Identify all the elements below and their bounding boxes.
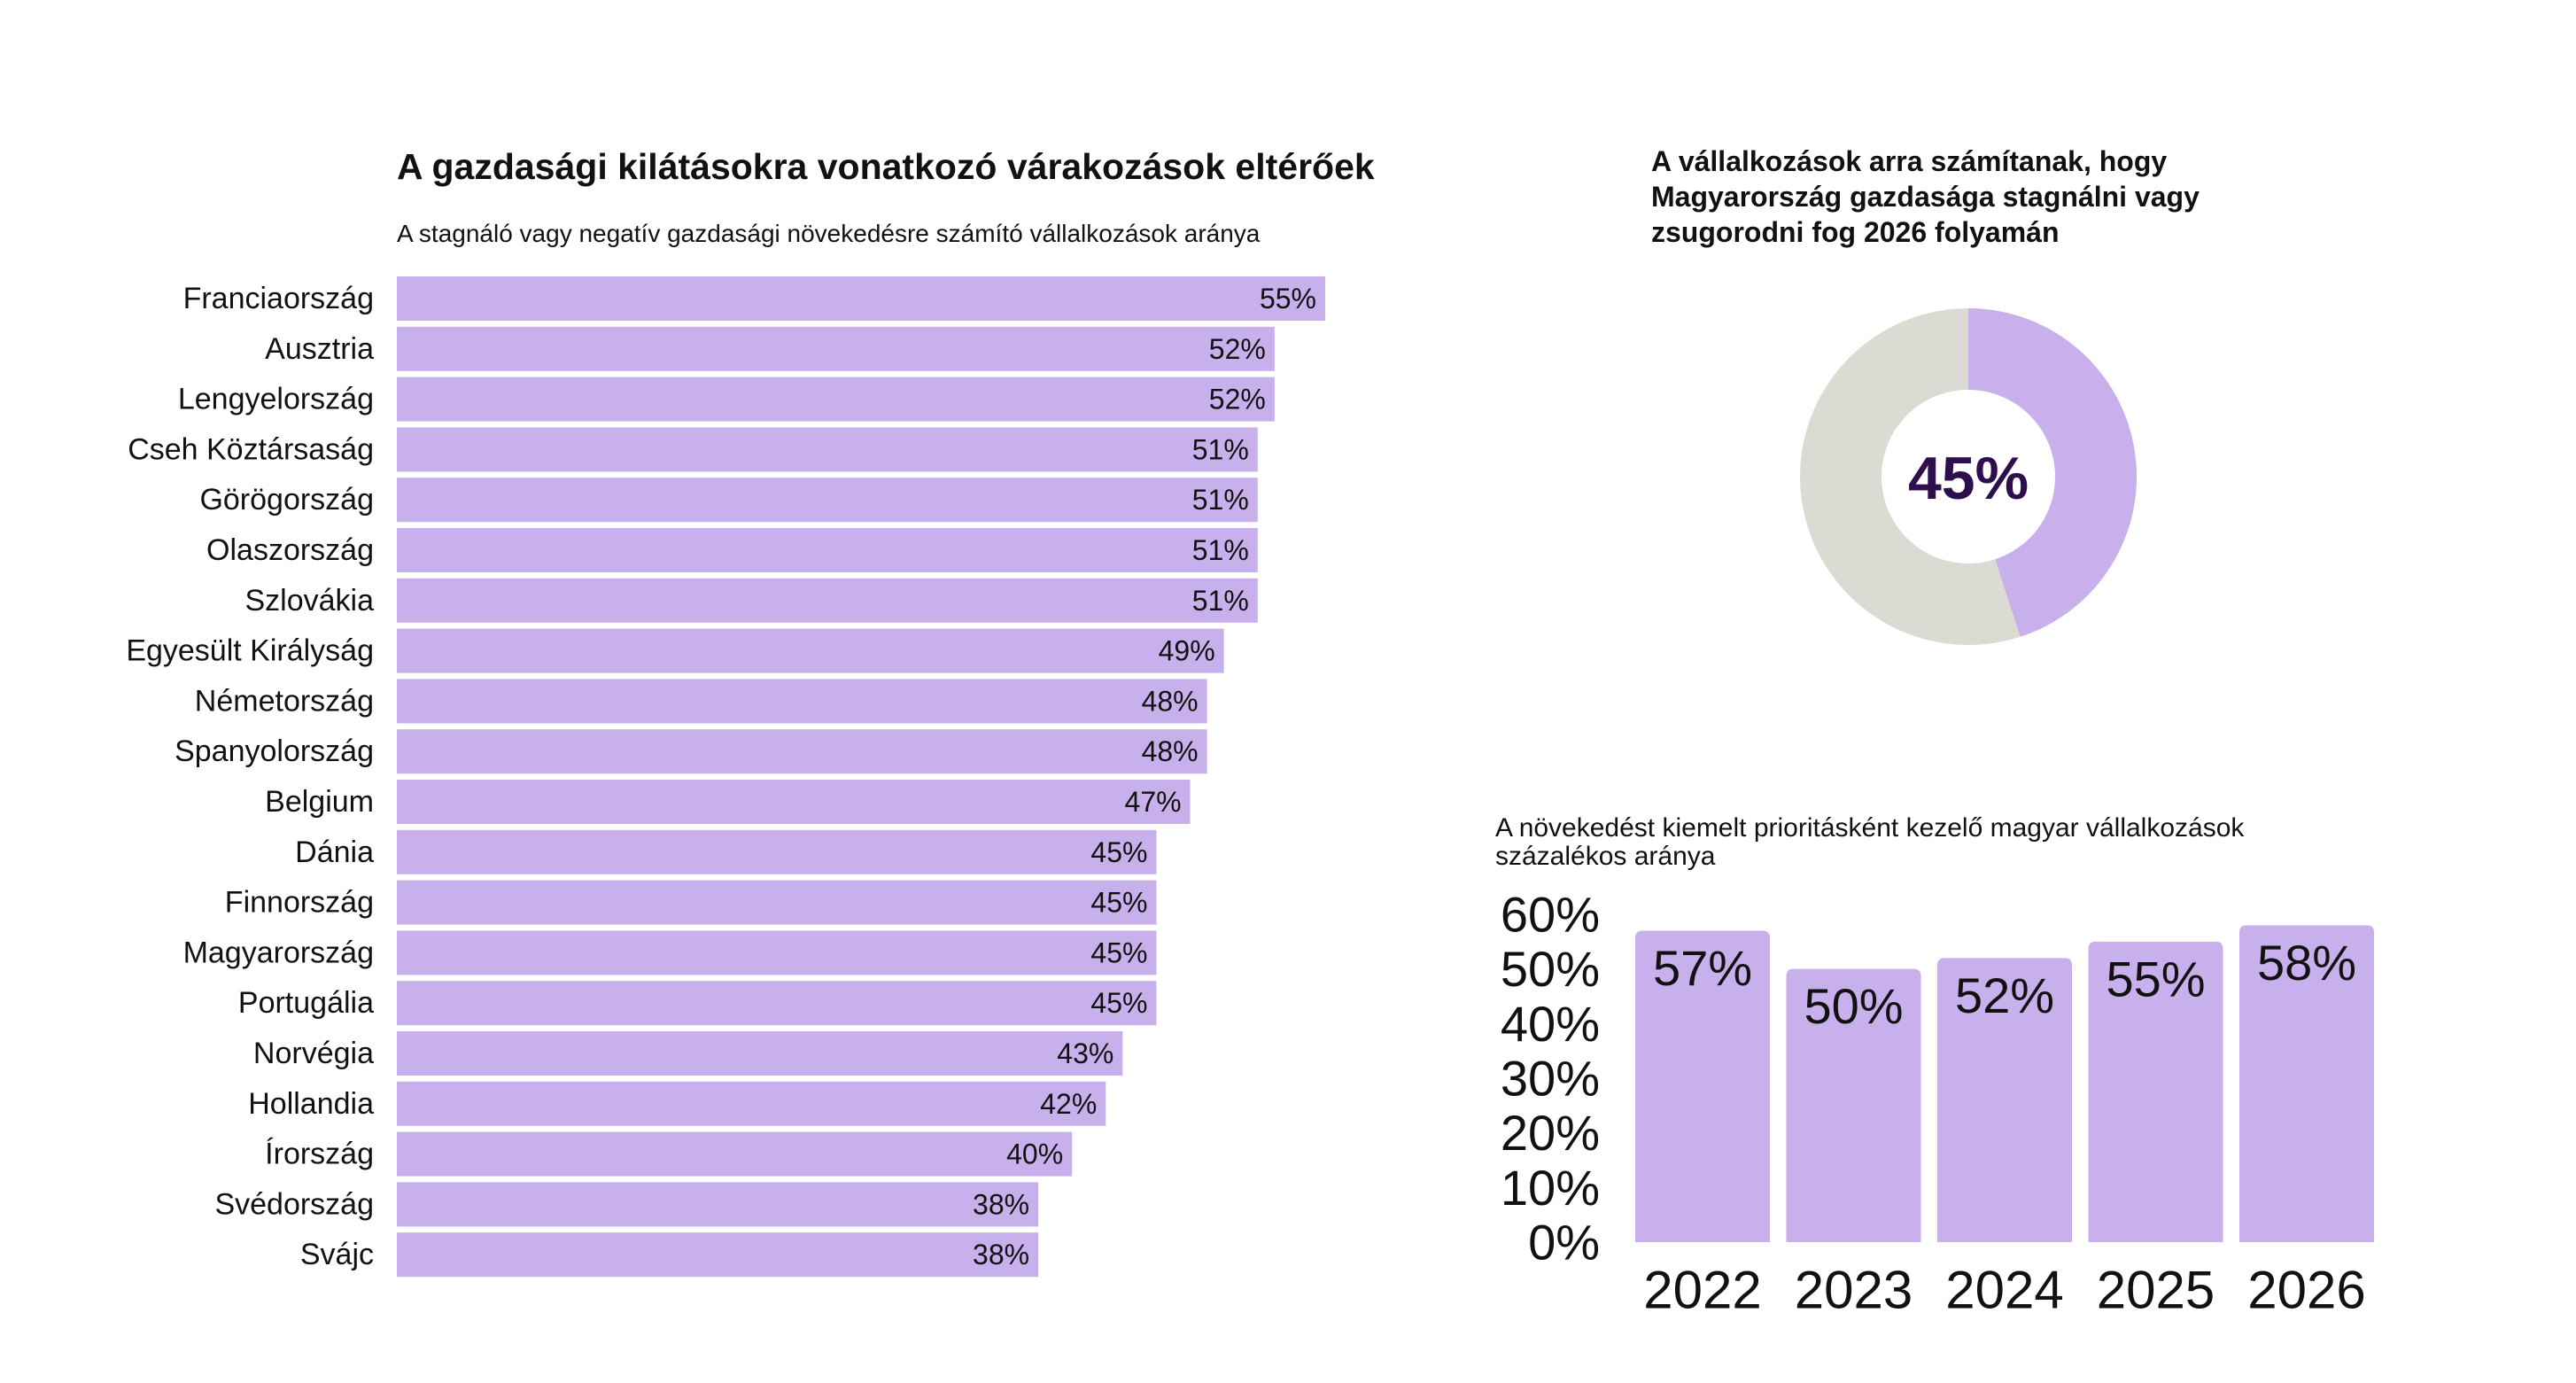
hbar-13 — [397, 930, 1157, 975]
hbar-category-label-0: Franciaország — [183, 282, 374, 315]
vbar-category-label-2: 2024 — [1945, 1261, 2063, 1320]
hbar-value-label-3: 51% — [1192, 433, 1249, 465]
hbar-value-label-6: 51% — [1192, 585, 1249, 617]
hbar-category-label-5: Olaszország — [206, 533, 374, 567]
hbar-10 — [397, 780, 1191, 824]
hbar-category-label-6: Szlovákia — [244, 584, 374, 618]
hbar-18 — [397, 1182, 1039, 1227]
hbar-value-label-17: 40% — [1006, 1138, 1063, 1170]
hbar-chart-title: A gazdasági kilátásokra vonatkozó várako… — [397, 146, 1375, 187]
hbar-value-label-18: 38% — [973, 1188, 1029, 1220]
hbar-value-label-4: 51% — [1192, 484, 1249, 516]
donut-title-line-1: A vállalkozások arra számítanak, hogy — [1651, 145, 2167, 177]
hbar-category-label-17: Írország — [265, 1138, 374, 1171]
hbar-7 — [397, 628, 1224, 673]
vbar-3 — [2088, 941, 2223, 1242]
hbar-value-label-8: 48% — [1142, 685, 1199, 717]
hbar-category-label-8: Németország — [195, 684, 374, 718]
hbar-14 — [397, 981, 1157, 1026]
vbar-chart-title-line-2: százalékos aránya — [1495, 842, 1716, 871]
vbar-chart-title-line-1: A növekedést kiemelt prioritásként kezel… — [1495, 813, 2245, 843]
hbar-19 — [397, 1232, 1039, 1278]
hbar-value-label-12: 45% — [1090, 887, 1147, 919]
vbar-ytick-label-6: 0% — [1528, 1215, 1600, 1270]
hbar-category-label-10: Belgium — [265, 785, 374, 819]
vbar-0 — [1635, 930, 1770, 1242]
hbar-value-label-1: 52% — [1209, 333, 1266, 365]
hbar-value-label-0: 55% — [1260, 283, 1316, 315]
vbar-category-label-0: 2022 — [1643, 1261, 1761, 1320]
hbar-category-label-13: Magyarország — [183, 936, 374, 969]
hbar-4 — [397, 478, 1258, 523]
hbar-chart-subtitle: A stagnáló vagy negatív gazdasági növeke… — [397, 220, 1261, 247]
hbar-12 — [397, 880, 1157, 925]
vbar-ytick-label-1: 50% — [1501, 941, 1600, 997]
hbar-category-label-3: Cseh Köztársaság — [128, 432, 374, 466]
vbar-value-label-4: 58% — [2257, 935, 2356, 991]
hbar-value-label-15: 43% — [1057, 1037, 1113, 1069]
vbar-value-label-3: 55% — [2106, 951, 2205, 1006]
vbar-value-label-0: 57% — [1653, 940, 1752, 996]
donut-hole — [1882, 390, 2055, 563]
hbar-value-label-19: 38% — [973, 1239, 1029, 1270]
hbar-2 — [397, 377, 1275, 422]
vbar-chart-bars: 60%50%40%30%20%10%0%57%202250%202352%202… — [1501, 887, 2374, 1320]
hbar-category-label-2: Lengyelország — [178, 383, 374, 416]
hbar-value-label-13: 45% — [1090, 936, 1147, 968]
hbar-6 — [397, 578, 1258, 623]
hbar-value-label-14: 45% — [1090, 987, 1147, 1019]
hbar-category-label-7: Egyesült Királyság — [126, 634, 374, 668]
hbar-category-label-14: Portugália — [238, 986, 374, 1020]
hbar-category-label-11: Dánia — [295, 835, 374, 869]
hbar-category-label-15: Norvégia — [253, 1037, 374, 1070]
hbar-16 — [397, 1081, 1106, 1126]
hbar-chart-bars: 55% Franciaország 52% Ausztria 52% Lengyelors… — [126, 276, 1325, 1278]
hbar-1 — [397, 326, 1275, 371]
hbar-value-label-16: 42% — [1040, 1088, 1097, 1120]
vbar-1 — [1786, 968, 1921, 1242]
hbar-category-label-1: Ausztria — [265, 332, 374, 366]
hbar-category-label-9: Spanyolország — [175, 734, 374, 768]
hbar-category-label-12: Finnország — [225, 886, 374, 920]
donut-chart: 45% — [1800, 308, 2137, 645]
hbar-value-label-2: 52% — [1209, 384, 1266, 416]
donut-center-label: 45% — [1908, 445, 2029, 512]
hbar-11 — [397, 829, 1157, 874]
hbar-category-label-18: Svédország — [214, 1187, 374, 1221]
hbar-15 — [397, 1031, 1123, 1076]
hbar-8 — [397, 679, 1207, 724]
vbar-ytick-label-3: 30% — [1501, 1051, 1600, 1107]
hbar-9 — [397, 729, 1207, 774]
hbar-17 — [397, 1131, 1073, 1177]
hbar-category-label-16: Hollandia — [248, 1087, 374, 1121]
vbar-2 — [1937, 958, 2072, 1242]
vbar-4 — [2239, 925, 2374, 1242]
donut-title-line-3: zsugorodni fog 2026 folyamán — [1651, 216, 2060, 248]
vbar-category-label-1: 2023 — [1795, 1261, 1913, 1320]
vbar-ytick-label-0: 60% — [1501, 887, 1600, 943]
hbar-value-label-9: 48% — [1142, 735, 1199, 767]
vbar-ytick-label-4: 20% — [1501, 1105, 1600, 1161]
donut-title-line-2: Magyarország gazdasága stagnálni vagy — [1651, 181, 2200, 213]
hbar-value-label-7: 49% — [1159, 635, 1215, 667]
hbar-value-label-11: 45% — [1090, 836, 1147, 868]
hbar-5 — [397, 528, 1258, 572]
hbar-category-label-19: Svájc — [300, 1238, 374, 1271]
vbar-ytick-label-2: 40% — [1501, 996, 1600, 1052]
vbar-value-label-2: 52% — [1955, 967, 2054, 1023]
hbar-3 — [397, 427, 1258, 472]
hbar-value-label-5: 51% — [1192, 534, 1249, 566]
hbar-value-label-10: 47% — [1125, 786, 1182, 818]
vbar-ytick-label-5: 10% — [1501, 1160, 1600, 1216]
hbar-0 — [397, 276, 1325, 321]
vbar-value-label-1: 50% — [1804, 978, 1903, 1034]
vbar-category-label-3: 2025 — [2097, 1261, 2215, 1320]
vbar-category-label-4: 2026 — [2247, 1261, 2365, 1320]
hbar-category-label-4: Görögország — [199, 483, 374, 517]
